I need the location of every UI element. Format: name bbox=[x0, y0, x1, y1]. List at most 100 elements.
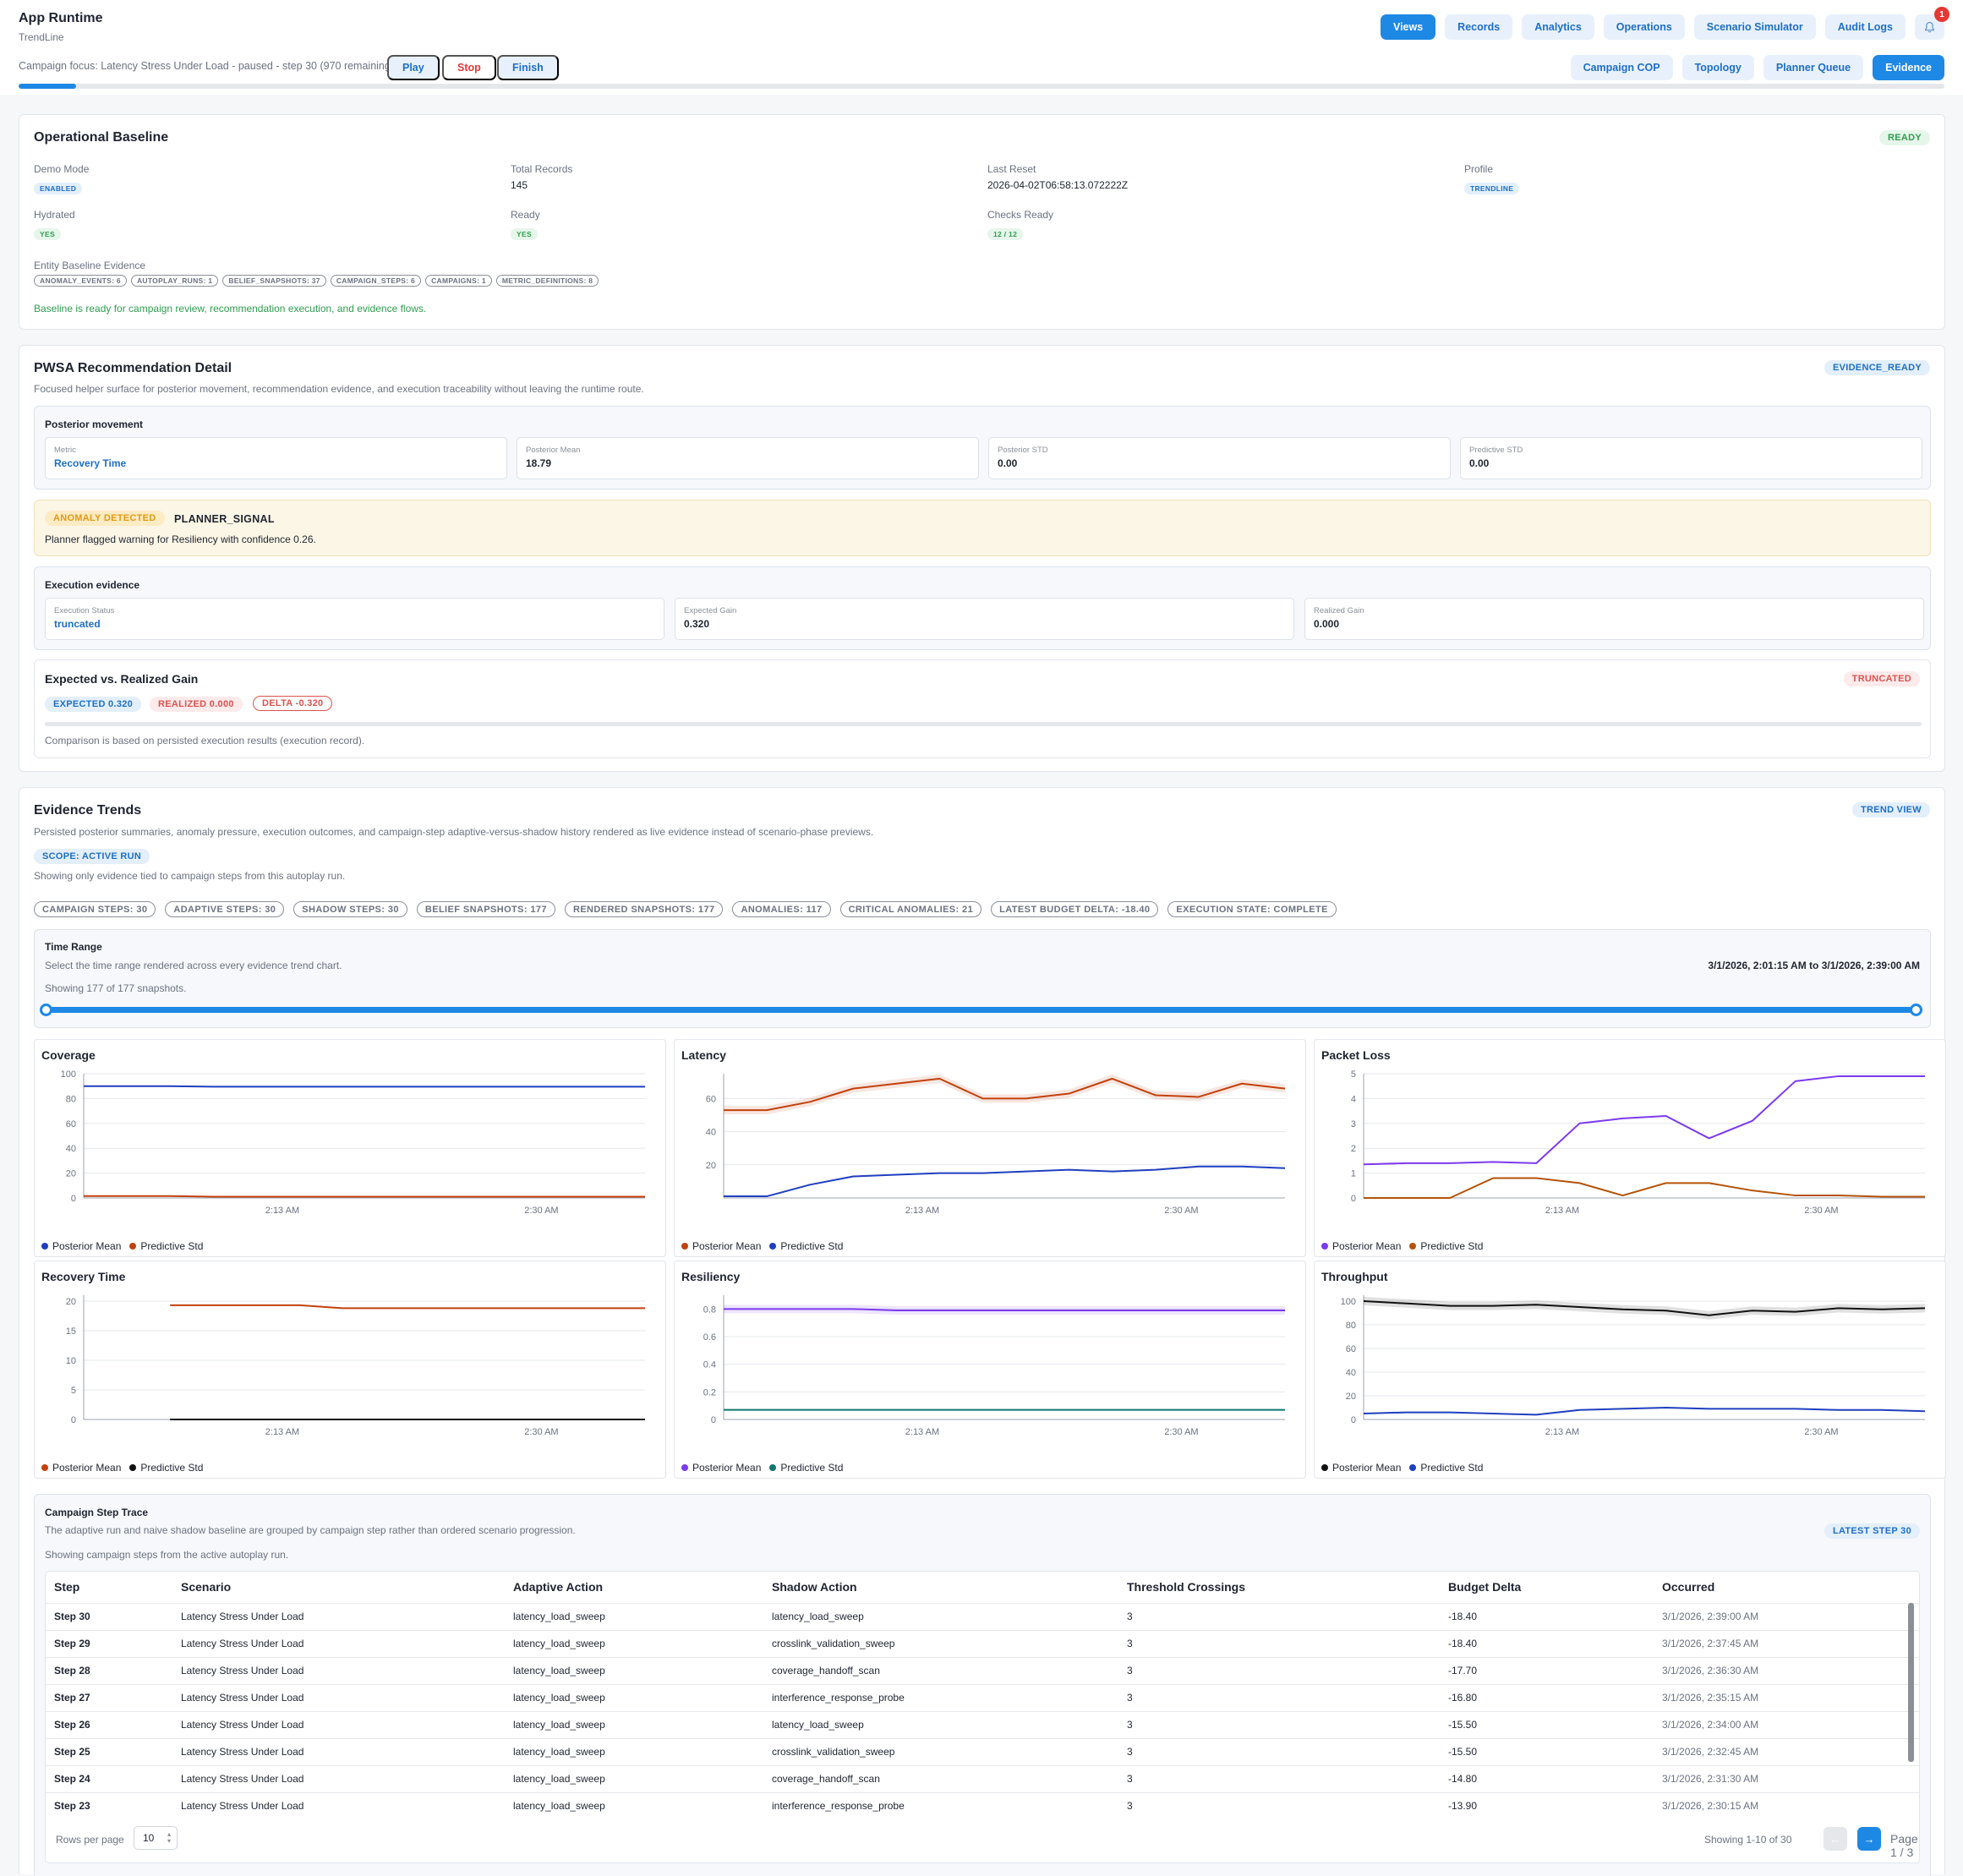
posterior-movement-section: Posterior movement Metric Recovery Time … bbox=[34, 406, 1931, 490]
sub-nav: Campaign COP Topology Planner Queue Evid… bbox=[1570, 55, 1944, 80]
legend-label: Posterior Mean bbox=[692, 1240, 762, 1252]
pwsa-title: PWSA Recommendation Detail bbox=[34, 361, 232, 375]
nav-scenario-simulator[interactable]: Scenario Simulator bbox=[1693, 14, 1816, 40]
nav-records[interactable]: Records bbox=[1445, 14, 1513, 40]
column-header-adaptive-action[interactable]: Adaptive Action bbox=[513, 1580, 604, 1594]
anomaly-detected-badge: ANOMALY DETECTED bbox=[45, 511, 165, 526]
legend-label: Posterior Mean bbox=[52, 1240, 122, 1252]
legend-item[interactable]: Posterior Mean bbox=[41, 1462, 121, 1474]
legend-dot-icon bbox=[681, 1464, 688, 1471]
metric-value[interactable]: Recovery Time bbox=[54, 457, 127, 469]
y-tick-label: 20 bbox=[706, 1161, 716, 1171]
checks-ready-badge: 12 / 12 bbox=[987, 228, 1024, 240]
nav-analytics[interactable]: Analytics bbox=[1522, 14, 1594, 40]
finish-button[interactable]: Finish bbox=[497, 55, 559, 80]
legend-item[interactable]: Posterior Mean bbox=[1321, 1240, 1401, 1252]
table-row[interactable]: Step 24 Latency Stress Under Load latency_… bbox=[46, 1764, 1919, 1792]
stop-button[interactable]: Stop bbox=[442, 55, 496, 80]
throughput-chart: Throughput 0 20 40 60 80 100 2:13 AM 2:30 AM Post… bbox=[1314, 1261, 1946, 1479]
scenario-cell: Latency Stress Under Load bbox=[172, 1656, 505, 1684]
trace-description: The adaptive run and naive shadow baseli… bbox=[45, 1524, 576, 1536]
table-row[interactable]: Step 29 Latency Stress Under Load latency_… bbox=[46, 1629, 1919, 1657]
adaptive-action-cell: latency_load_sweep bbox=[505, 1656, 763, 1684]
table-row[interactable]: Step 28 Latency Stress Under Load latency_… bbox=[46, 1656, 1919, 1684]
legend-label: Posterior Mean bbox=[1332, 1462, 1402, 1474]
notifications-button[interactable]: 1 bbox=[1915, 7, 1949, 40]
pwsa-status-badge: EVIDENCE_READY bbox=[1824, 360, 1930, 375]
table-row[interactable]: Step 23 Latency Stress Under Load latency_… bbox=[46, 1791, 1919, 1819]
column-header-shadow-action[interactable]: Shadow Action bbox=[772, 1580, 857, 1594]
table-row[interactable]: Step 26 Latency Stress Under Load latency_… bbox=[46, 1710, 1919, 1738]
legend-item[interactable]: Predictive Std bbox=[129, 1240, 203, 1252]
column-header-occurred[interactable]: Occurred bbox=[1662, 1580, 1715, 1594]
campaign-step-trace-section: Campaign Step Trace The adaptive run and… bbox=[34, 1494, 1931, 1876]
play-button[interactable]: Play bbox=[387, 55, 440, 80]
legend-item[interactable]: Predictive Std bbox=[1409, 1462, 1483, 1474]
posterior-movement-title: Posterior movement bbox=[45, 418, 144, 430]
x-tick-label: 2:30 AM bbox=[1804, 1427, 1838, 1437]
subnav-campaign-cop[interactable]: Campaign COP bbox=[1570, 55, 1673, 80]
time-range-slider-track[interactable] bbox=[40, 1004, 1922, 1016]
pwsa-description: Focused helper surface for posterior mov… bbox=[34, 383, 644, 395]
demo-mode-badge: ENABLED bbox=[34, 183, 83, 194]
table-row[interactable]: Step 27 Latency Stress Under Load latency_… bbox=[46, 1683, 1919, 1711]
time-range-value: 3/1/2026, 2:01:15 AM to 3/1/2026, 2:39:0… bbox=[1708, 960, 1920, 971]
occurred-cell: 3/1/2026, 2:36:30 AM bbox=[1654, 1656, 1919, 1684]
nav-operations[interactable]: Operations bbox=[1603, 14, 1685, 40]
legend-item[interactable]: Predictive Std bbox=[769, 1240, 843, 1252]
y-tick-label: 60 bbox=[1346, 1344, 1356, 1354]
series-line-predictive-std bbox=[724, 1165, 1286, 1198]
table-row[interactable]: Step 30 Latency Stress Under Load latency_… bbox=[46, 1602, 1919, 1630]
legend-item[interactable]: Predictive Std bbox=[1409, 1240, 1483, 1252]
legend-item[interactable]: Posterior Mean bbox=[41, 1240, 121, 1252]
column-header-step[interactable]: Step bbox=[54, 1580, 80, 1594]
predictive-std-field: Predictive STD 0.00 bbox=[1460, 437, 1922, 479]
y-tick-label: 60 bbox=[706, 1094, 716, 1104]
nav-views[interactable]: Views bbox=[1380, 14, 1436, 40]
expected-gain-pill: EXPECTED 0.320 bbox=[45, 697, 142, 712]
legend-label: Predictive Std bbox=[140, 1462, 204, 1474]
subnav-planner-queue[interactable]: Planner Queue bbox=[1763, 55, 1864, 80]
time-range-start-handle[interactable] bbox=[40, 1004, 52, 1016]
execution-evidence-section: Execution evidence Execution Status trun… bbox=[34, 566, 1931, 650]
budget-delta-cell: -15.50 bbox=[1440, 1710, 1654, 1738]
legend-item[interactable]: Posterior Mean bbox=[681, 1462, 761, 1474]
column-header-threshold-crossings[interactable]: Threshold Crossings bbox=[1127, 1580, 1246, 1594]
legend-item[interactable]: Predictive Std bbox=[769, 1462, 843, 1474]
legend-dot-icon bbox=[769, 1243, 777, 1250]
series-line-posterior-mean bbox=[84, 1085, 645, 1088]
legend-item[interactable]: Posterior Mean bbox=[681, 1240, 761, 1252]
evidence-chip: CAMPAIGN_STEPS: 6 bbox=[330, 275, 422, 287]
step-cell: Step 28 bbox=[46, 1656, 172, 1684]
packet-loss-chart-plot: 0 1 2 3 4 5 2:13 AM 2:30 AM bbox=[1351, 1069, 1925, 1216]
subnav-topology[interactable]: Topology bbox=[1681, 55, 1754, 80]
time-range-end-handle[interactable] bbox=[1910, 1004, 1922, 1016]
metric-label: Metric bbox=[54, 446, 76, 455]
anomaly-signal: PLANNER_SIGNAL bbox=[174, 513, 275, 525]
legend-item[interactable]: Posterior Mean bbox=[1321, 1462, 1401, 1474]
subnav-evidence[interactable]: Evidence bbox=[1873, 55, 1944, 80]
column-header-budget-delta[interactable]: Budget Delta bbox=[1448, 1580, 1522, 1594]
realized-gain-value: 0.000 bbox=[1314, 618, 1340, 630]
legend-label: Predictive Std bbox=[1420, 1462, 1484, 1474]
prev-page-button[interactable]: ← bbox=[1824, 1827, 1847, 1851]
legend-label: Predictive Std bbox=[1420, 1240, 1484, 1252]
rows-per-page-select[interactable]: 10 ▴ ▾ bbox=[134, 1826, 178, 1850]
shadow-action-cell: crosslink_validation_sweep bbox=[763, 1737, 1118, 1765]
shadow-action-cell: latency_load_sweep bbox=[763, 1602, 1118, 1630]
next-page-button[interactable]: → bbox=[1857, 1827, 1881, 1851]
arrow-left-icon: ← bbox=[1829, 1832, 1841, 1846]
legend-item[interactable]: Predictive Std bbox=[129, 1462, 203, 1474]
legend-dot-icon bbox=[1409, 1464, 1417, 1471]
summary-chip: ADAPTIVE STEPS: 30 bbox=[165, 901, 285, 917]
checks-ready-label: Checks Ready bbox=[987, 209, 1054, 221]
threshold-cell: 3 bbox=[1118, 1629, 1440, 1657]
y-tick-label: 4 bbox=[1351, 1094, 1356, 1104]
y-tick-label: 0.4 bbox=[703, 1360, 716, 1370]
series-uncertainty-band bbox=[724, 1074, 1285, 1115]
x-tick-label: 2:30 AM bbox=[524, 1206, 558, 1216]
table-scrollbar[interactable] bbox=[1908, 1603, 1914, 1762]
table-row[interactable]: Step 25 Latency Stress Under Load latency_… bbox=[46, 1737, 1919, 1765]
nav-audit-logs[interactable]: Audit Logs bbox=[1824, 14, 1906, 40]
column-header-scenario[interactable]: Scenario bbox=[181, 1580, 232, 1594]
